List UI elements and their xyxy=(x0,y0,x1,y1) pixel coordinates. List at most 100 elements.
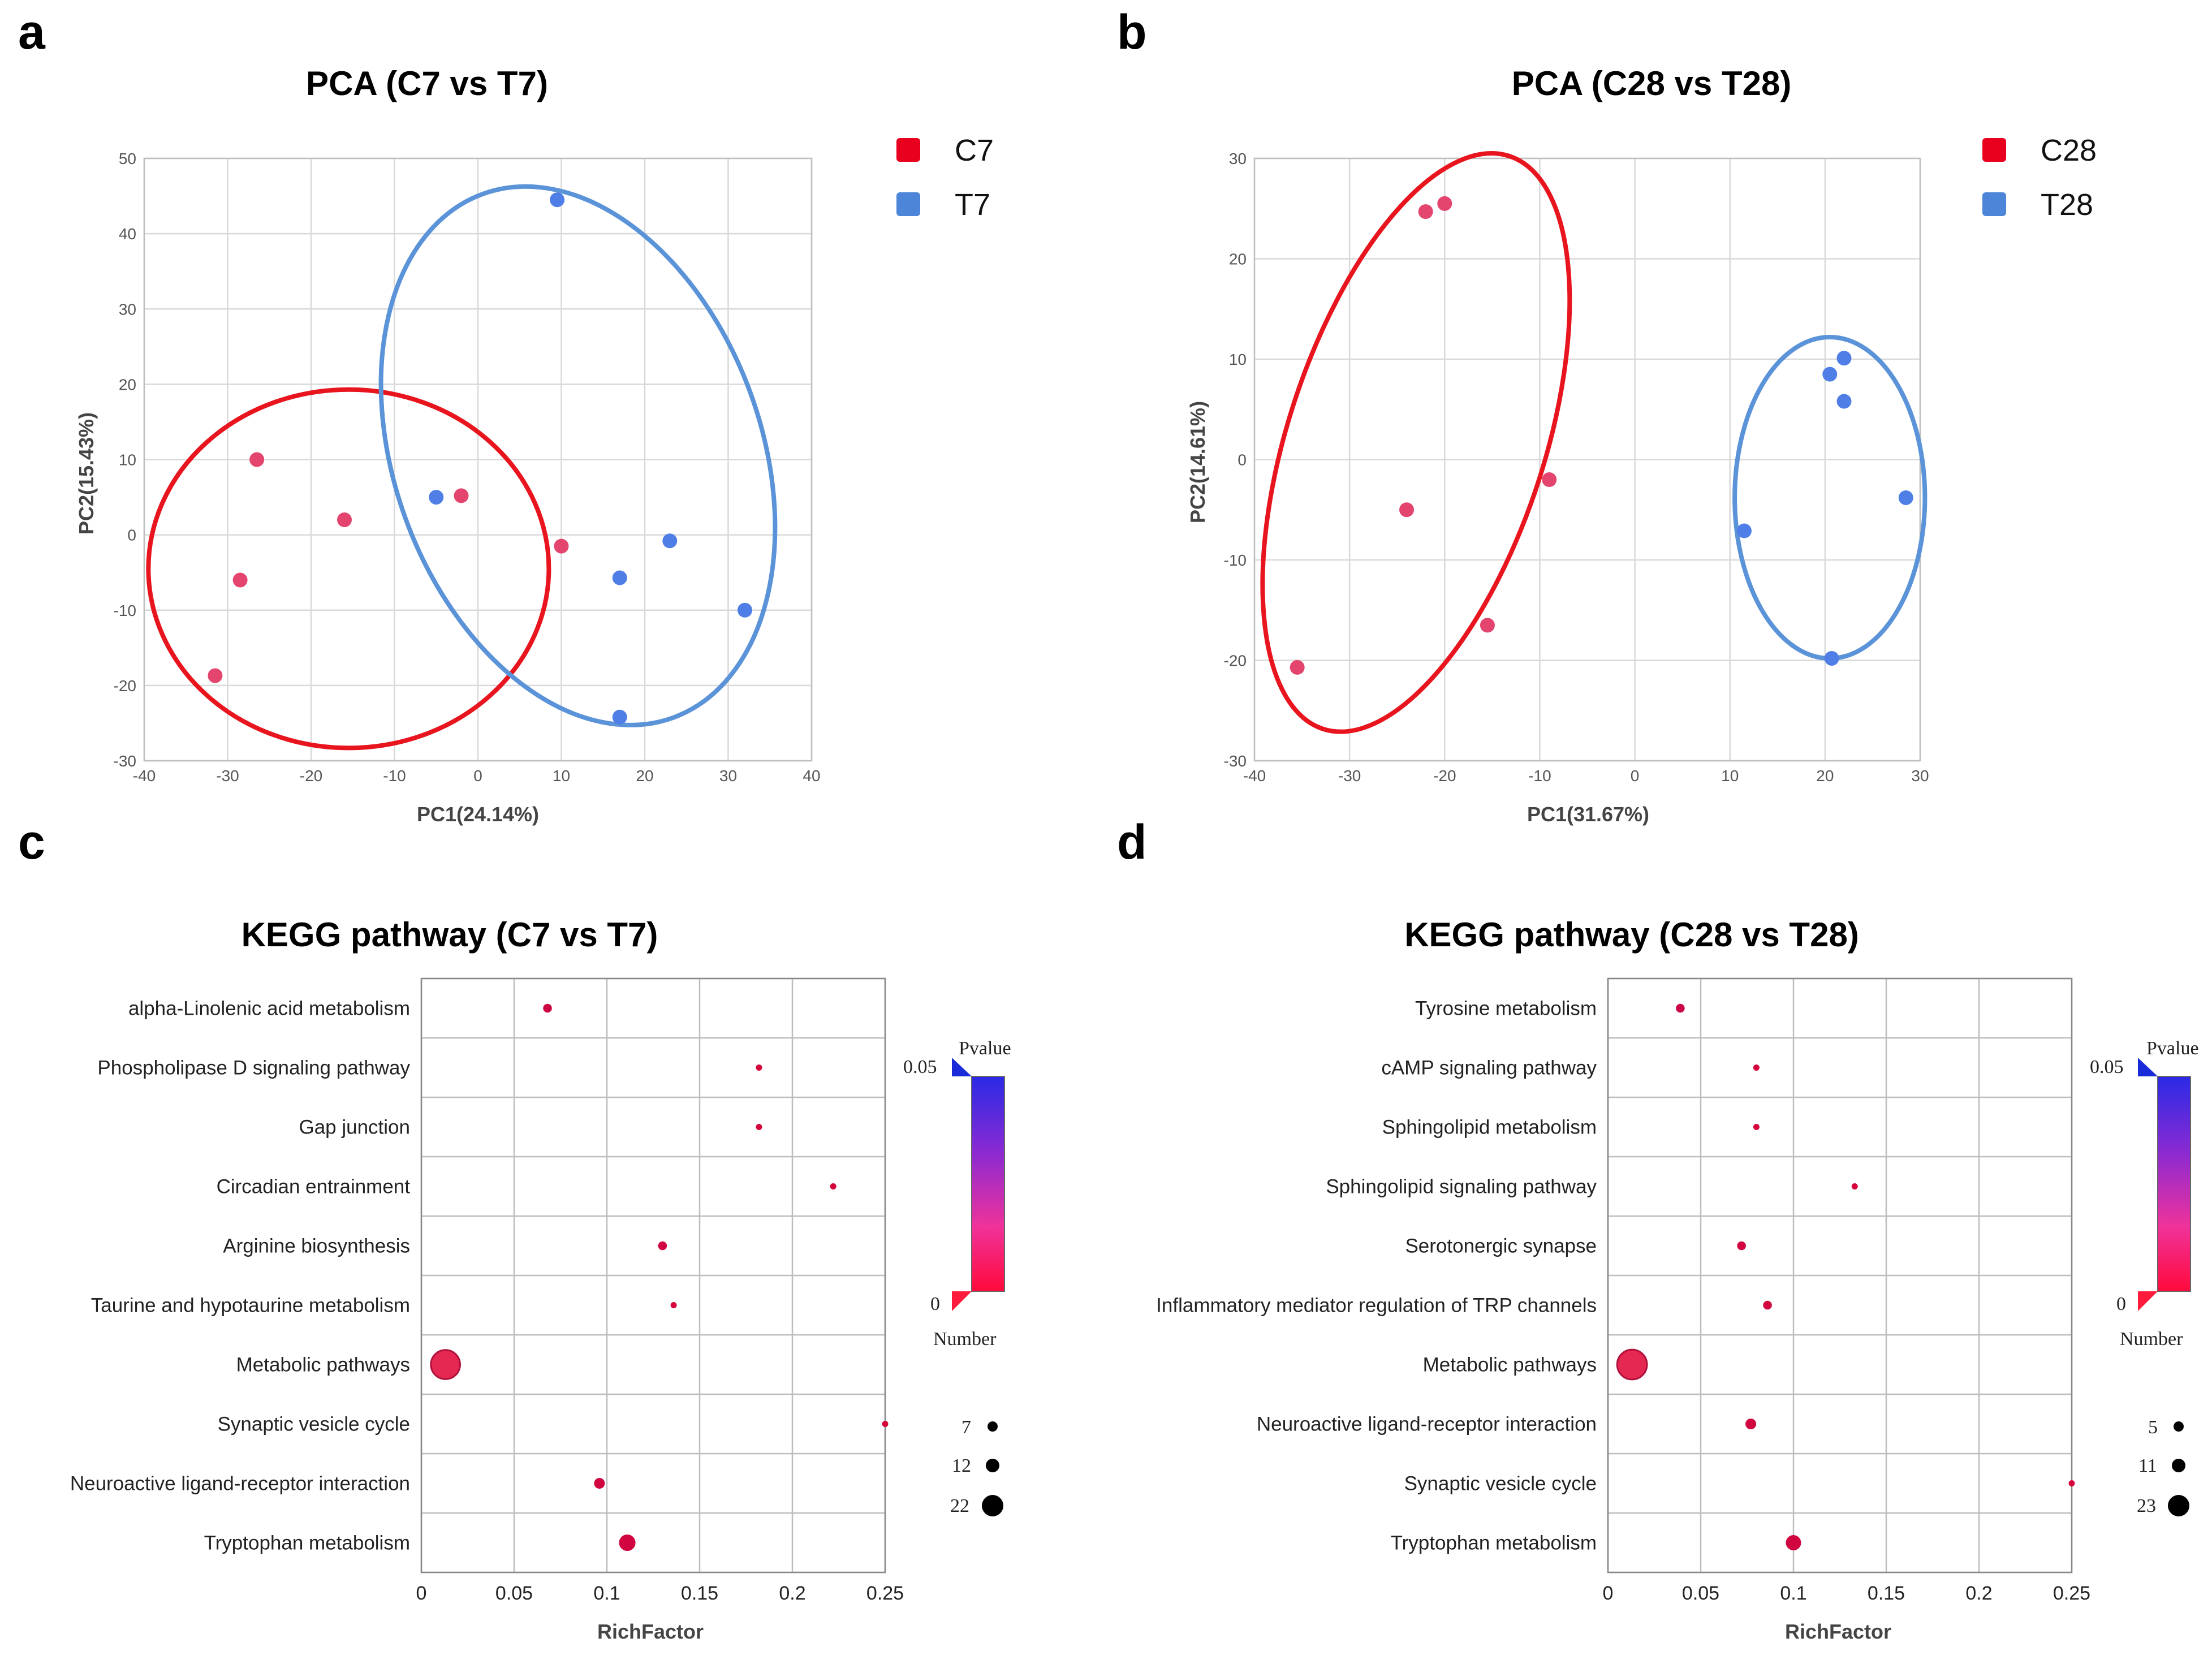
kegg-d-bubble-1 xyxy=(1753,1064,1760,1071)
pca-a-ytick-2: -10 xyxy=(114,602,136,619)
pca-a-point-c7-2 xyxy=(454,488,469,503)
pca-a-ytick-3: 0 xyxy=(127,527,136,544)
kegg-d-bubble-8 xyxy=(2068,1480,2075,1486)
legend-label-c7: C7 xyxy=(955,133,994,167)
pca-b-ellipse-c28 xyxy=(1260,151,1572,734)
kegg-c-cb-top-arrow xyxy=(952,1058,972,1076)
kegg-c-category-4: Arginine biosynthesis xyxy=(223,1235,410,1257)
kegg-d-bubble-6 xyxy=(1616,1348,1648,1381)
kegg-d-category-0: Tyrosine metabolism xyxy=(1415,998,1597,1020)
kegg-d-size-label-2: 23 xyxy=(2137,1495,2156,1516)
pca-a-ytick-1: -20 xyxy=(114,677,136,695)
kegg-d-title: KEGG pathway (C28 vs T28) xyxy=(1404,916,1859,954)
legend-label-t28: T28 xyxy=(2041,188,2093,222)
pca-a-xtick-0: -40 xyxy=(133,767,156,785)
pca-b-point-t28-4 xyxy=(1736,523,1752,538)
pca-a-frame xyxy=(143,157,813,762)
kegg-d-size-dot-0 xyxy=(2174,1421,2184,1432)
kegg-d-category-2: Sphingolipid metabolism xyxy=(1382,1117,1597,1139)
kegg-d-category-8: Synaptic vesicle cycle xyxy=(1404,1473,1597,1495)
kegg-d-bubble-0 xyxy=(1676,1003,1685,1013)
pca-b-legend: C28 T28 xyxy=(1982,133,2097,222)
kegg-d-bubble-9 xyxy=(1786,1535,1801,1550)
pca-a-point-c7-0 xyxy=(249,452,265,467)
pca-b-point-t28-1 xyxy=(1836,351,1852,366)
pca-b-ytick-6: 30 xyxy=(1229,150,1247,167)
kegg-c-bubble-2 xyxy=(756,1124,762,1130)
kegg-c-category-7: Synaptic vesicle cycle xyxy=(218,1413,410,1436)
kegg-c-category-8: Neuroactive ligand-receptor interaction xyxy=(70,1473,410,1495)
kegg-c-xtick-5: 0.25 xyxy=(866,1583,904,1604)
pca-b-xtick-6: 20 xyxy=(1816,767,1834,785)
pca-b-point-t28-5 xyxy=(1824,650,1839,666)
pca-b-xlabel: PC1(31.67%) xyxy=(1527,803,1649,826)
kegg-c-size-dot-1 xyxy=(986,1459,999,1472)
kegg-c-size-dot-2 xyxy=(982,1495,1003,1516)
panel-letter-c: c xyxy=(18,815,45,869)
kegg-d-xtick-3: 0.15 xyxy=(1868,1583,1905,1604)
pca-a-ellipse-c7 xyxy=(146,387,551,751)
pca-a-xtick-8: 40 xyxy=(803,767,820,785)
pca-b-ytick-4: 10 xyxy=(1229,351,1247,368)
pca-b-point-t28-2 xyxy=(1836,394,1852,409)
pca-a-point-c7-1 xyxy=(337,512,352,527)
pca-a-ytick-0: -30 xyxy=(114,752,136,770)
kegg-c-xtick-0: 0 xyxy=(416,1583,427,1604)
kegg-d-cb-bottom-arrow xyxy=(2138,1291,2158,1311)
panel-letter-b: b xyxy=(1117,5,1147,59)
kegg-c-colorbar xyxy=(971,1076,1005,1292)
pca-a-plot: -40 -30 -20 -10 0 10 20 30 40-30-20-100102030405… xyxy=(114,150,821,785)
kegg-d-bubble-2 xyxy=(1753,1124,1760,1130)
pca-b-ytick-3: 0 xyxy=(1237,451,1247,469)
pca-a-point-t7-1 xyxy=(429,490,444,505)
pca-a-ytick-6: 30 xyxy=(119,300,136,318)
legend-swatch-c7 xyxy=(896,138,920,162)
legend-label-t7: T7 xyxy=(955,188,990,222)
kegg-d-xtick-1: 0.05 xyxy=(1682,1583,1719,1604)
kegg-d-xtick-5: 0.25 xyxy=(2053,1583,2090,1604)
kegg-d-xlabel: RichFactor xyxy=(1785,1620,1891,1643)
kegg-d-number-label: Number xyxy=(2120,1329,2183,1350)
kegg-c-category-9: Tryptophan metabolism xyxy=(204,1532,410,1554)
pca-b-title: PCA (C28 vs T28) xyxy=(1512,64,1792,102)
pca-b-ytick-0: -30 xyxy=(1224,752,1247,770)
pca-a-point-c7-4 xyxy=(554,538,569,554)
kegg-d-xtick-2: 0.1 xyxy=(1780,1583,1806,1604)
pca-b-point-t28-3 xyxy=(1898,490,1913,505)
pca-b-xtick-7: 30 xyxy=(1911,767,1929,785)
pca-b-point-c28-1 xyxy=(1437,196,1452,211)
pca-a-ytick-5: 20 xyxy=(119,376,136,393)
kegg-d-bubble-7 xyxy=(1745,1418,1757,1430)
kegg-d-bubble-4 xyxy=(1737,1241,1746,1251)
kegg-d-size-dot-2 xyxy=(2168,1495,2189,1516)
kegg-c-xlabel: RichFactor xyxy=(597,1620,704,1643)
kegg-d-size-label-1: 11 xyxy=(2138,1455,2157,1476)
kegg-c-bubble-3 xyxy=(830,1183,836,1189)
kegg-c-bubble-7 xyxy=(882,1421,889,1427)
pca-a-point-c7-5 xyxy=(208,668,223,683)
kegg-c-bubble-6 xyxy=(430,1349,461,1380)
kegg-c-category-5: Taurine and hypotaurine metabolism xyxy=(91,1295,410,1317)
kegg-c-category-1: Phospholipase D signaling pathway xyxy=(97,1057,410,1079)
pca-b-ytick-2: -10 xyxy=(1224,551,1247,569)
pca-a-ellipse-t7 xyxy=(378,184,778,727)
pca-a-xtick-7: 30 xyxy=(719,767,737,785)
pca-b-ytick-1: -20 xyxy=(1224,652,1247,670)
panel-letter-d: d xyxy=(1117,815,1147,869)
pca-a-xtick-2: -20 xyxy=(300,767,322,785)
kegg-d-pvalue-label: Pvalue xyxy=(2146,1038,2199,1059)
kegg-d-pvalue-max: 0.05 xyxy=(2090,1057,2124,1078)
kegg-d-plot: 0 0.05 0.1 0.15 0.2 0.25 Tyrosine metabolism cA… xyxy=(1156,977,2090,1604)
kegg-c-xtick-4: 0.2 xyxy=(779,1583,805,1604)
legend-label-c28: C28 xyxy=(2041,133,2097,167)
pca-a-xtick-1: -30 xyxy=(216,767,239,785)
kegg-c-category-0: alpha-Linolenic acid metabolism xyxy=(128,998,410,1020)
legend-swatch-t7 xyxy=(896,192,920,216)
kegg-c-cb-bottom-arrow xyxy=(952,1291,972,1311)
kegg-d-category-9: Tryptophan metabolism xyxy=(1391,1532,1597,1554)
kegg-c-title: KEGG pathway (C7 vs T7) xyxy=(242,916,658,954)
pca-b-point-t28-0 xyxy=(1822,367,1838,382)
pca-b-xtick-5: 10 xyxy=(1721,767,1739,785)
kegg-d-legend: Pvalue 0.05 0 Number 5 11 23 xyxy=(2090,1038,2199,1516)
